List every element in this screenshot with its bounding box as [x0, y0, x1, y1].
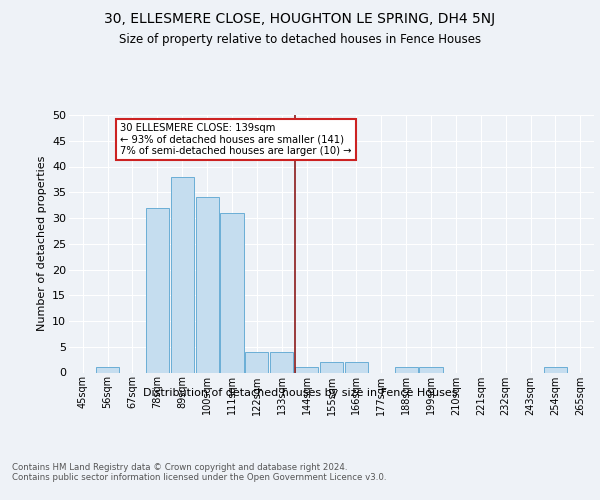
- Text: Size of property relative to detached houses in Fence Houses: Size of property relative to detached ho…: [119, 32, 481, 46]
- Text: Distribution of detached houses by size in Fence Houses: Distribution of detached houses by size …: [143, 388, 457, 398]
- Bar: [295, 368, 318, 372]
- Bar: [345, 362, 368, 372]
- Bar: [170, 177, 194, 372]
- Bar: [196, 198, 218, 372]
- Text: 30, ELLESMERE CLOSE, HOUGHTON LE SPRING, DH4 5NJ: 30, ELLESMERE CLOSE, HOUGHTON LE SPRING,…: [104, 12, 496, 26]
- Y-axis label: Number of detached properties: Number of detached properties: [37, 156, 47, 332]
- Bar: [146, 208, 169, 372]
- Bar: [419, 368, 443, 372]
- Bar: [395, 368, 418, 372]
- Bar: [245, 352, 268, 372]
- Bar: [270, 352, 293, 372]
- Text: 30 ELLESMERE CLOSE: 139sqm
← 93% of detached houses are smaller (141)
7% of semi: 30 ELLESMERE CLOSE: 139sqm ← 93% of deta…: [120, 122, 352, 156]
- Text: Contains HM Land Registry data © Crown copyright and database right 2024.
Contai: Contains HM Land Registry data © Crown c…: [12, 462, 386, 482]
- Bar: [320, 362, 343, 372]
- Bar: [544, 368, 567, 372]
- Bar: [220, 213, 244, 372]
- Bar: [96, 368, 119, 372]
